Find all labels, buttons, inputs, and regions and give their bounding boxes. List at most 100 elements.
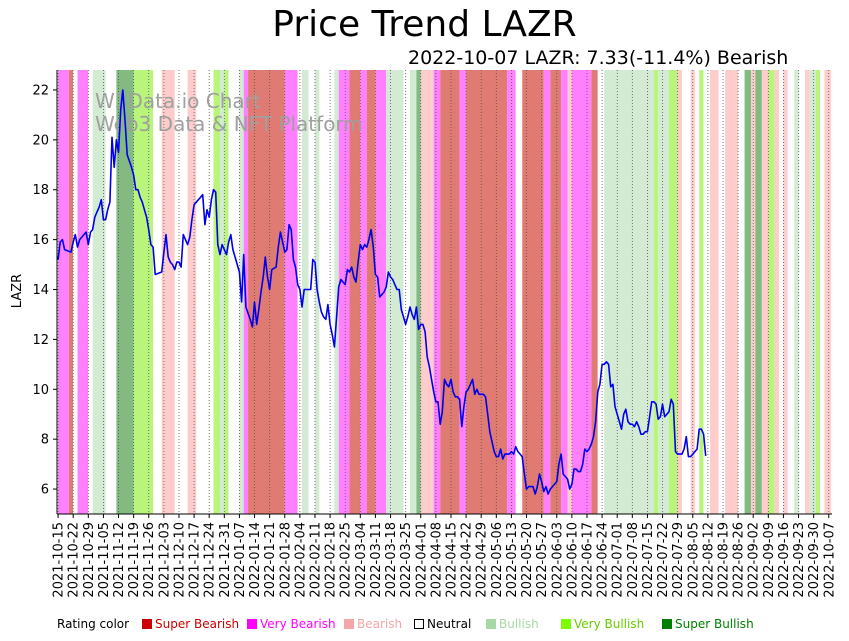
- x-tick-label: 2022-04-22: [460, 522, 475, 598]
- x-tick-label: 2021-10-29: [82, 522, 97, 598]
- x-tick-label: 2022-09-02: [747, 522, 762, 598]
- x-tick-label: 2022-05-06: [490, 522, 505, 598]
- legend-item-bearish: Bearish: [344, 616, 402, 632]
- rating-band-bearish: [761, 70, 769, 514]
- rating-band-very-bearish: [77, 70, 89, 514]
- x-tick-label: 2022-04-01: [414, 522, 429, 598]
- rating-band-super-bearish: [550, 70, 562, 514]
- rating-band-super-bullish: [744, 70, 752, 514]
- rating-band-very-bullish: [768, 70, 775, 514]
- x-tick-label: 2021-11-19: [127, 522, 142, 598]
- x-tick-label: 2022-07-15: [641, 522, 656, 598]
- rating-band-bullish: [409, 70, 417, 514]
- price-line: [57, 89, 707, 495]
- rating-band-bullish: [809, 70, 816, 514]
- rating-band-bullish: [658, 70, 670, 514]
- x-tick-label: 2021-12-10: [172, 522, 187, 598]
- legend-swatch: [414, 619, 424, 629]
- rating-band-neutral: [515, 70, 523, 514]
- axes: [56, 70, 832, 515]
- rating-band-super-bearish: [522, 70, 544, 514]
- x-tick-label: 2022-03-18: [384, 522, 399, 598]
- x-tick-label: 2021-12-03: [157, 522, 172, 598]
- rating-band-bearish: [725, 70, 739, 514]
- rating-band-bearish: [824, 70, 831, 514]
- rating-band-super-bearish: [248, 70, 285, 514]
- rating-band-very-bullish: [815, 70, 821, 514]
- legend-text: Bullish: [499, 617, 539, 631]
- y-tick-label: 12: [32, 333, 49, 348]
- x-tick-label: 2022-03-04: [354, 522, 369, 598]
- x-tick-label: 2022-03-25: [399, 522, 414, 598]
- chart-subtitle: 2022-10-07 LAZR: 7.33(-11.4%) Bearish: [408, 47, 789, 69]
- rating-band-neutral: [308, 70, 315, 514]
- legend-text: Super Bearish: [155, 617, 240, 631]
- legend-item-very-bullish: Very Bullish: [561, 616, 644, 632]
- rating-band-neutral: [718, 70, 726, 514]
- rating-band-very-bearish: [62, 70, 69, 514]
- x-tick-label: 2021-11-26: [142, 522, 157, 598]
- chart-title: Price Trend LAZR: [272, 4, 577, 45]
- x-tick-label: 2021-11-05: [97, 522, 112, 598]
- legend-swatch: [486, 619, 496, 629]
- rating-band-super-bearish: [440, 70, 460, 514]
- rating-band-bearish: [805, 70, 810, 514]
- x-tick-label: 2022-06-03: [550, 522, 565, 598]
- x-tick-label: 2022-06-24: [596, 522, 611, 598]
- rating-band-super-bearish: [349, 70, 361, 514]
- rating-band-neutral: [787, 70, 795, 514]
- x-tick-label: 2022-09-16: [777, 522, 792, 598]
- legend-swatch: [247, 619, 257, 629]
- rating-band-neutral: [207, 70, 214, 514]
- x-tick-label: 2022-07-08: [626, 522, 641, 598]
- x-axis-ticks: 2021-10-15 2021-10-22 2021-10-29 2021-11-05…: [52, 514, 837, 598]
- rating-band-super-bullish: [116, 70, 134, 514]
- legend-text: Bearish: [357, 617, 403, 631]
- x-tick-label: 2022-06-10: [565, 522, 580, 598]
- vertical-gridlines: [57, 70, 830, 514]
- y-axis-label: LAZR: [10, 274, 25, 308]
- x-tick-label: 2022-07-29: [671, 522, 686, 598]
- x-tick-label: 2022-07-22: [656, 522, 671, 598]
- y-tick-label: 20: [32, 133, 49, 148]
- watermark-line-1: W3Data.io Chart: [95, 89, 261, 113]
- rating-band-neutral: [597, 70, 605, 514]
- x-tick-label: 2021-12-31: [218, 522, 233, 598]
- rating-band-bullish: [794, 70, 799, 514]
- y-axis-ticks: 6 8 10 12 14 16 18 20 22: [32, 83, 57, 498]
- legend-swatch: [142, 619, 152, 629]
- y-tick-label: 16: [32, 233, 49, 248]
- legend-text: Neutral: [427, 617, 472, 631]
- rating-band-very-bullish: [133, 70, 154, 514]
- x-tick-label: 2022-01-21: [263, 522, 278, 598]
- rating-band-very-bearish: [58, 70, 63, 514]
- rating-band-bullish: [219, 70, 225, 514]
- rating-band-super-bearish: [366, 70, 376, 514]
- x-tick-label: 2021-10-15: [52, 522, 67, 598]
- rating-band-very-bearish: [433, 70, 441, 514]
- rating-band-super-bearish: [68, 70, 74, 514]
- rating-band-neutral: [779, 70, 784, 514]
- rating-band-neutral: [88, 70, 93, 514]
- rating-band-bullish: [390, 70, 404, 514]
- x-tick-label: 2022-01-28: [278, 522, 293, 598]
- y-tick-label: 6: [41, 483, 49, 498]
- x-tick-label: 2022-01-07: [233, 522, 248, 598]
- x-tick-label: 2022-08-12: [701, 522, 716, 598]
- x-tick-label: 2022-05-13: [505, 522, 520, 598]
- rating-bands: [58, 70, 831, 514]
- rating-band-neutral: [798, 70, 806, 514]
- rating-band-bullish: [334, 70, 339, 514]
- x-tick-label: 2022-06-17: [580, 522, 595, 598]
- y-tick-label: 10: [32, 383, 49, 398]
- rating-band-very-bullish: [699, 70, 704, 514]
- rating-band-bullish: [604, 70, 654, 514]
- y-tick-label: 8: [41, 433, 49, 448]
- rating-band-very-bullish: [213, 70, 220, 514]
- x-tick-label: 2022-05-20: [520, 522, 535, 598]
- rating-band-bearish: [187, 70, 197, 514]
- rating-band-neutral: [703, 70, 711, 514]
- rating-band-super-bearish: [591, 70, 598, 514]
- x-tick-label: 2022-01-14: [248, 522, 263, 598]
